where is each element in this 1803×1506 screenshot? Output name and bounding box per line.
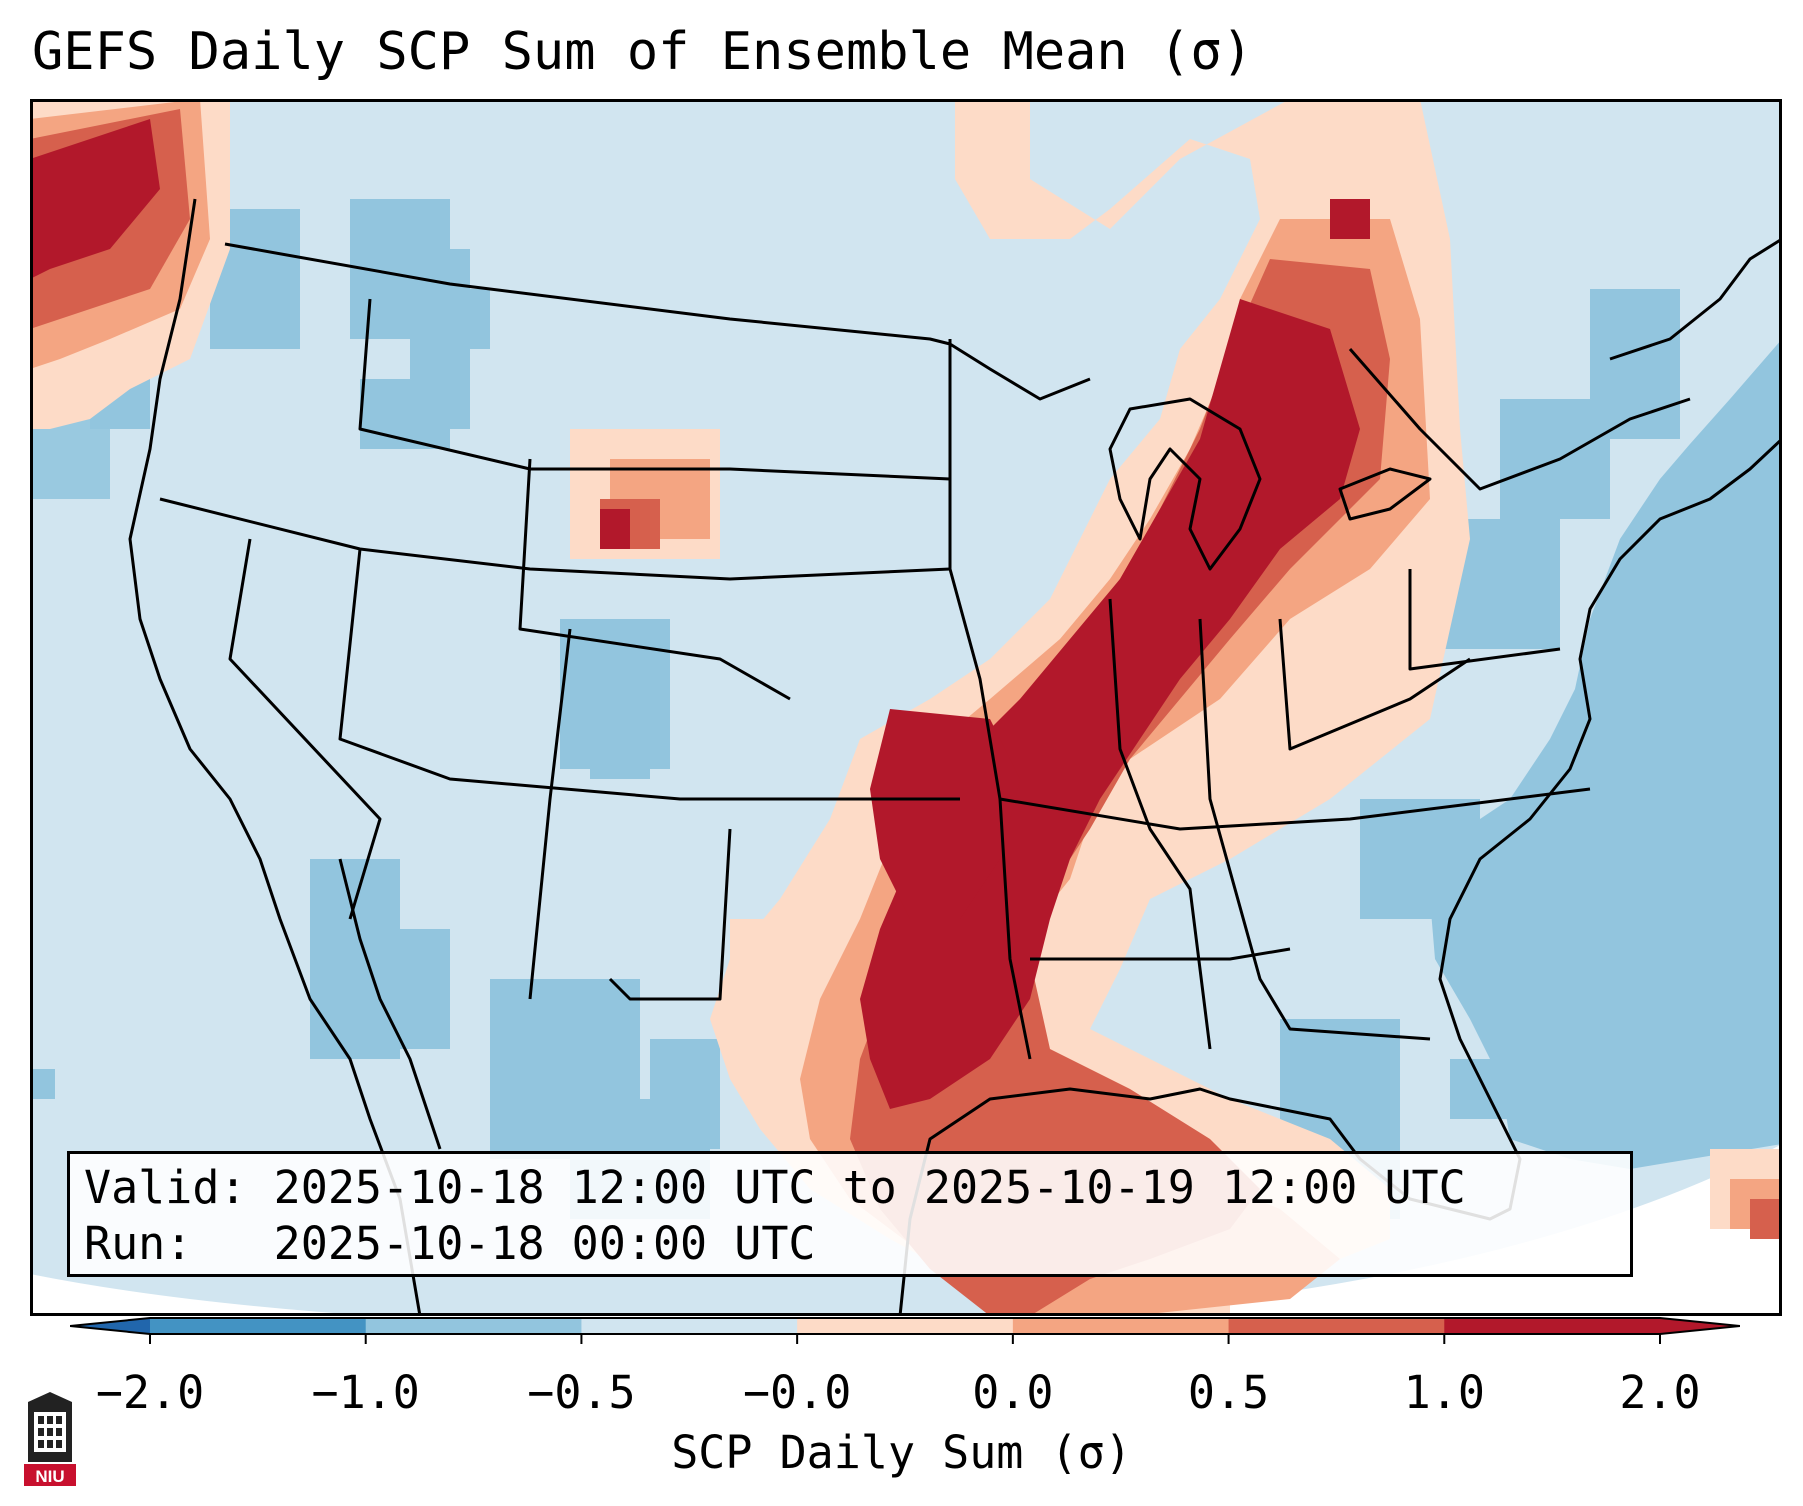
canada-border — [224, 242, 1091, 401]
run-value: 2025-10-18 00:00 UTC — [273, 1217, 816, 1270]
colorbar-segment — [581, 1318, 798, 1334]
northeast-coast — [1609, 237, 1782, 361]
state-line — [1198, 618, 1431, 1041]
state-line — [1030, 947, 1291, 961]
colorbar-segment — [797, 1318, 1014, 1334]
map-boundaries — [128, 198, 1782, 1316]
state-line — [358, 298, 951, 481]
colorbar-extend-high — [1660, 1318, 1740, 1334]
state-line — [528, 628, 572, 1000]
colorbar-tick-label: −1.0 — [311, 1366, 420, 1419]
state-line — [1278, 618, 1471, 751]
colorbar-segments — [150, 1318, 1661, 1334]
run-label: Run: — [84, 1217, 193, 1270]
great-lakes — [1108, 397, 1262, 571]
colorbar-tick-label: −0.0 — [742, 1366, 852, 1419]
state-line — [228, 538, 382, 920]
state-line — [159, 497, 951, 581]
colorbar — [70, 1317, 1740, 1344]
state-line — [1108, 598, 1212, 1050]
state-line — [338, 548, 960, 801]
colorbar-tick-label: 0.0 — [972, 1366, 1054, 1419]
state-line — [608, 828, 732, 1001]
state-line — [999, 787, 1591, 831]
scp-map — [30, 99, 1782, 1316]
valid-label: Valid: — [84, 1161, 247, 1214]
niu-logo: NIU — [24, 1392, 76, 1486]
positive-anomaly-max — [30, 119, 1370, 1109]
colorbar-segment — [1012, 1318, 1230, 1334]
atlantic-ocean — [1430, 339, 1782, 1169]
logo-text: NIU — [35, 1467, 64, 1486]
colorbar-segment — [1444, 1318, 1661, 1334]
colorbar-tick-label: −0.5 — [527, 1366, 636, 1419]
colorbar-tick-label: 1.0 — [1403, 1366, 1485, 1419]
colorbar-segment — [1228, 1318, 1445, 1334]
colorbar-ticks — [149, 1334, 1661, 1344]
state-line — [1408, 569, 1561, 671]
map-title: GEFS Daily SCP Sum of Ensemble Mean (σ) — [32, 22, 1253, 82]
valid-value: 2025-10-18 12:00 UTC to 2025-10-19 12:00… — [273, 1161, 1466, 1214]
colorbar-tick-label: 2.0 — [1619, 1366, 1701, 1419]
canada-border-east — [1348, 348, 1691, 491]
colorbar-segment — [365, 1318, 582, 1334]
west-coast — [128, 198, 422, 1316]
colorbar-extend-low — [70, 1318, 150, 1334]
colorbar-label: SCP Daily Sum (σ) — [671, 1426, 1132, 1479]
colorbar-tick-label: 0.5 — [1187, 1366, 1270, 1419]
valid-run-infobox: Valid: 2025-10-18 12:00 UTC to 2025-10-1… — [67, 1151, 1633, 1277]
great-lakes — [1338, 467, 1432, 521]
state-line — [948, 339, 1032, 1060]
colorbar-segment — [150, 1318, 367, 1334]
colorbar-tick-label: −2.0 — [95, 1366, 205, 1419]
state-line — [518, 458, 791, 701]
map-frame — [30, 99, 1782, 1316]
